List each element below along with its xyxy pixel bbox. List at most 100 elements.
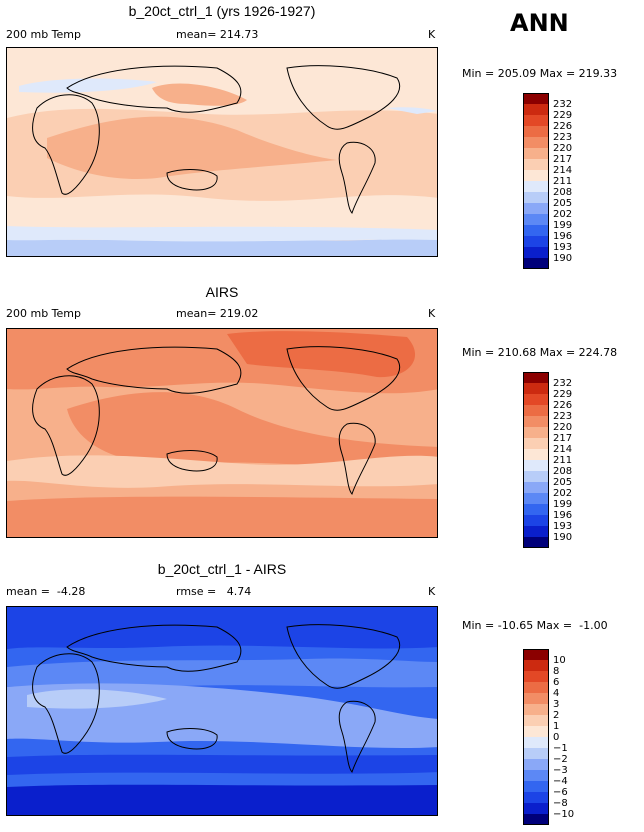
colorbar-level-label: 214: [553, 165, 573, 176]
colorbar-swatch: [523, 781, 549, 792]
colorbar-level-label: 208: [553, 187, 573, 198]
colorbar-swatch: [523, 803, 549, 814]
colorbar-swatch: [523, 537, 549, 548]
colorbar-level-label: 3: [553, 699, 560, 710]
panel-1-unit: K: [428, 28, 436, 41]
colorbar-level-label: −6: [553, 787, 568, 798]
colorbar-level-label: −1: [553, 743, 568, 754]
panel-1-title: b_20ct_ctrl_1 (yrs 1926-1927): [128, 3, 316, 19]
colorbar-swatch: [523, 649, 549, 660]
colorbar-swatch: [523, 660, 549, 671]
panel-3-unit: K: [428, 585, 436, 598]
panel-1-variable-label: 200 mb Temp: [6, 28, 82, 41]
colorbar-level-label: 232: [553, 99, 573, 110]
colorbar-swatch: [523, 737, 549, 748]
panel-1-map: [6, 47, 438, 257]
colorbar-level-label: 0: [553, 732, 560, 743]
colorbar-swatch: [523, 383, 549, 394]
colorbar-level-label: 2: [553, 710, 560, 721]
colorbar-level-label: 8: [553, 666, 560, 677]
colorbar-level-label: 214: [553, 444, 573, 455]
colorbar-level-label: 193: [553, 521, 573, 532]
colorbar-level-label: −2: [553, 754, 568, 765]
colorbar-level-label: 220: [553, 143, 573, 154]
colorbar-swatch: [523, 671, 549, 682]
colorbar-swatch: [523, 493, 549, 504]
colorbar-swatch: [523, 247, 549, 258]
colorbar-swatch: [523, 748, 549, 759]
colorbar-level-label: 229: [553, 389, 573, 400]
colorbar-swatch: [523, 192, 549, 203]
colorbar-swatch: [523, 126, 549, 137]
panel-2-colorbar: 232 229 226 223 220 217 214 211 208 205 202 199 196 1…: [523, 372, 572, 548]
colorbar-level-label: 229: [553, 110, 573, 121]
colorbar-swatch: [523, 704, 549, 715]
colorbar-swatch: [523, 225, 549, 236]
colorbar-swatch: [523, 427, 549, 438]
colorbar-level-label: 205: [553, 198, 573, 209]
panel-3-title: b_20ct_ctrl_1 - AIRS: [157, 561, 287, 577]
colorbar-swatch: [523, 181, 549, 192]
panel-2-title: AIRS: [205, 284, 239, 300]
colorbar-level-label: −4: [553, 776, 568, 787]
panel-3-map: [6, 606, 438, 816]
colorbar-swatch: [523, 482, 549, 493]
colorbar-swatch: [523, 471, 549, 482]
colorbar-swatch: [523, 394, 549, 405]
colorbar-swatch: [523, 148, 549, 159]
colorbar-level-label: 193: [553, 242, 573, 253]
colorbar-level-label: 199: [553, 499, 573, 510]
colorbar-swatch: [523, 170, 549, 181]
colorbar-swatch: [523, 460, 549, 471]
colorbar-swatch: [523, 93, 549, 104]
colorbar-level-label: 226: [553, 121, 573, 132]
colorbar-level-label: 190: [553, 253, 573, 264]
colorbar-swatch: [523, 449, 549, 460]
colorbar-level-label: 211: [553, 176, 573, 187]
colorbar-level-label: 226: [553, 400, 573, 411]
colorbar-level-label: 4: [553, 688, 560, 699]
season-label: ANN: [510, 9, 569, 37]
colorbar-swatch: [523, 104, 549, 115]
colorbar-level-label: 232: [553, 378, 573, 389]
colorbar-level-label: 6: [553, 677, 560, 688]
colorbar-level-label: 220: [553, 422, 573, 433]
panel-2-minmax: Min = 210.68 Max = 224.78: [462, 346, 618, 359]
colorbar-level-label: 205: [553, 477, 573, 488]
colorbar-swatch: [523, 137, 549, 148]
colorbar-level-label: 202: [553, 488, 573, 499]
panel-1-colorbar: 232 229 226 223 220 217 214 211 208 205 202 199 196 1…: [523, 93, 572, 269]
colorbar-level-label: 223: [553, 132, 573, 143]
colorbar-swatch: [523, 203, 549, 214]
colorbar-swatch: [523, 682, 549, 693]
colorbar-swatch: [523, 236, 549, 247]
colorbar-swatch: [523, 515, 549, 526]
colorbar-level-label: 217: [553, 433, 573, 444]
colorbar-level-label: 217: [553, 154, 573, 165]
colorbar-swatch: [523, 405, 549, 416]
colorbar-swatch: [523, 258, 549, 269]
colorbar-swatch: [523, 504, 549, 515]
colorbar-swatch: [523, 693, 549, 704]
panel-3-rmse-label: rmse = 4.74: [176, 585, 252, 598]
panel-1-minmax: Min = 205.09 Max = 219.33: [462, 67, 618, 80]
panel-2-mean-label: mean= 219.02: [176, 307, 259, 320]
colorbar-level-label: 190: [553, 532, 573, 543]
panel-3-mean-label: mean = -4.28: [6, 585, 86, 598]
colorbar-swatch: [523, 438, 549, 449]
colorbar-swatch: [523, 214, 549, 225]
panel-2-variable-label: 200 mb Temp: [6, 307, 82, 320]
panel-3-minmax: Min = -10.65 Max = -1.00: [462, 619, 608, 632]
colorbar-swatch: [523, 115, 549, 126]
colorbar-level-label: 211: [553, 455, 573, 466]
colorbar-level-label: 202: [553, 209, 573, 220]
colorbar-swatch: [523, 726, 549, 737]
colorbar-level-label: 199: [553, 220, 573, 231]
colorbar-swatch: [523, 792, 549, 803]
panel-2-map: [6, 328, 438, 538]
colorbar-level-label: 1: [553, 721, 560, 732]
colorbar-swatch: [523, 416, 549, 427]
colorbar-level-label: 196: [553, 231, 573, 242]
colorbar-swatch: [523, 526, 549, 537]
colorbar-swatch: [523, 372, 549, 383]
